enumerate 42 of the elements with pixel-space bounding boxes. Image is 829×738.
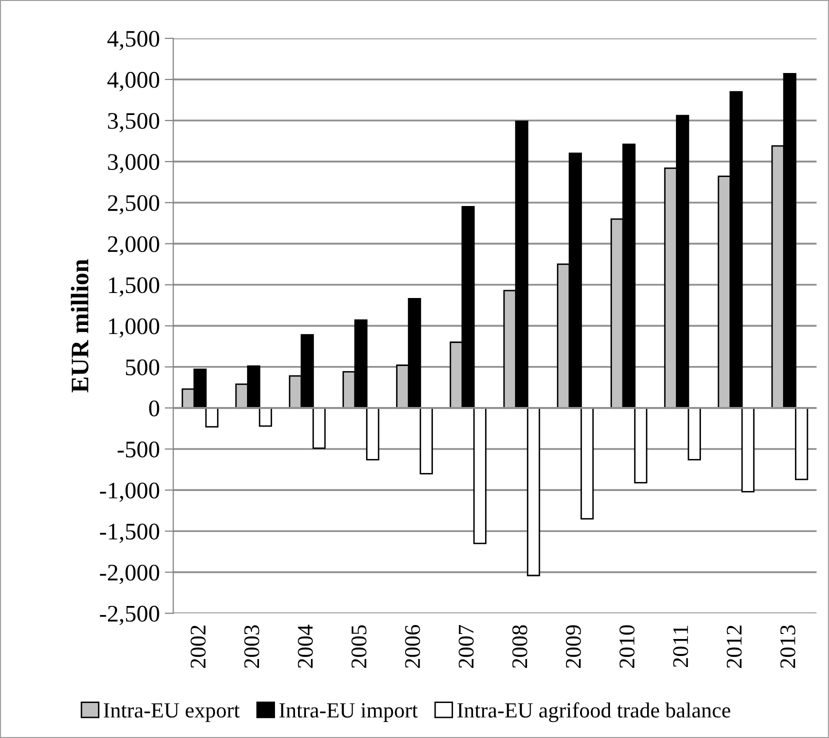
y-tick-label: 4,000 bbox=[107, 72, 160, 92]
bar bbox=[634, 407, 648, 484]
y-tick-label: -2,500 bbox=[100, 606, 160, 626]
y-axis-title: EUR million bbox=[70, 259, 88, 392]
x-tick-label: 2006 bbox=[405, 625, 420, 668]
x-tick-label: 2013 bbox=[780, 625, 796, 668]
y-tick-label: 3,500 bbox=[108, 112, 160, 132]
y-tick-label: -1,000 bbox=[100, 482, 160, 502]
bar bbox=[420, 407, 433, 474]
y-tick-label: 3,000 bbox=[108, 154, 160, 174]
bar bbox=[741, 407, 755, 492]
y-tick-label: 2,000 bbox=[108, 236, 160, 256]
x-tick-label: 2007 bbox=[458, 625, 474, 668]
bar bbox=[312, 407, 326, 449]
bar bbox=[473, 407, 486, 544]
y-tick-label: -2,000 bbox=[100, 564, 160, 584]
y-tick-label: -1,500 bbox=[100, 524, 160, 543]
y-tick-label: 2,500 bbox=[108, 195, 160, 214]
x-tick-label: 2008 bbox=[512, 625, 528, 668]
x-tick-label: 2012 bbox=[726, 626, 742, 668]
legend-label: Intra-EU agrifood trade balance bbox=[457, 702, 730, 722]
legend-label: Intra-EU export bbox=[104, 703, 240, 722]
y-tick-label: 0 bbox=[149, 400, 160, 416]
y-tick-label: 500 bbox=[126, 359, 160, 376]
bar bbox=[688, 407, 701, 460]
bar bbox=[205, 407, 218, 428]
y-tick-label: 1,000 bbox=[109, 318, 160, 338]
x-tick-label: 2010 bbox=[620, 625, 634, 668]
x-tick-label: 2002 bbox=[190, 626, 206, 668]
bar bbox=[794, 407, 808, 480]
x-tick-label: 2005 bbox=[351, 625, 366, 668]
x-tick-label: 2004 bbox=[298, 624, 313, 668]
bar bbox=[526, 407, 540, 576]
legend-label: Intra-EU import bbox=[279, 703, 418, 722]
x-tick-label: 2009 bbox=[566, 625, 581, 668]
y-tick-label: 1,500 bbox=[109, 277, 160, 297]
y-tick-label: 4,500 bbox=[107, 30, 160, 50]
x-tick-label: 2003 bbox=[244, 625, 260, 668]
bar bbox=[580, 407, 594, 520]
y-tick-label: -500 bbox=[118, 442, 160, 458]
x-tick-label: 2011 bbox=[673, 626, 688, 668]
bar bbox=[366, 407, 380, 460]
